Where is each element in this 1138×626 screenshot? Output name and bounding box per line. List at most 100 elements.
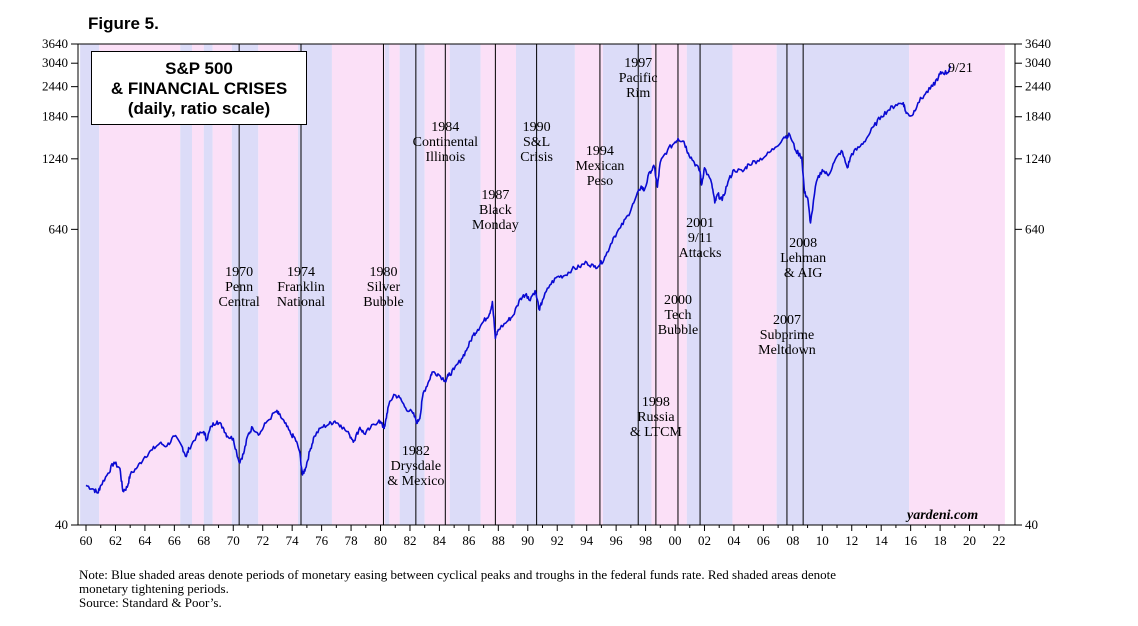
x-tick-label-11: 82 (403, 533, 416, 548)
band-easing-20 (686, 44, 733, 525)
figure-label: Figure 5. (88, 14, 159, 33)
event-label-line-11-1: 9/11 (688, 231, 712, 246)
y-tick-label-left-0: 40 (55, 517, 68, 532)
event-label-line-9-1: Russia (637, 410, 675, 425)
x-tick-label-29: 18 (934, 533, 947, 548)
x-tick-label-21: 02 (698, 533, 711, 548)
band-tightening-9 (331, 44, 385, 525)
x-tick-label-26: 12 (845, 533, 858, 548)
x-tick-label-16: 92 (551, 533, 564, 548)
event-label-line-6-2: Crisis (520, 150, 553, 165)
y-axis-left: 40 640 1240 1840 2440 3040 3640 (42, 36, 78, 532)
band-tightening-21 (732, 44, 777, 525)
event-label-line-7-1: Mexican (575, 159, 624, 174)
event-label-line-5-0: 1987 (481, 188, 509, 203)
event-label-line-7-2: Peso (587, 174, 613, 189)
x-tick-label-5: 70 (227, 533, 240, 548)
band-tightening-11 (389, 44, 400, 525)
x-tick-label-24: 08 (786, 533, 799, 548)
event-label-line-8-2: Rim (626, 86, 650, 101)
event-label-line-2-2: Bubble (363, 295, 403, 310)
chart-title-line-1: S&P 500 (165, 59, 233, 78)
y-tick-label-right-1: 640 (1025, 221, 1045, 236)
x-tick-label-19: 98 (639, 533, 652, 548)
y-tick-label-right-0: 40 (1025, 517, 1038, 532)
event-label-line-4-1: Continental (413, 135, 478, 150)
event-label-line-3-2: & Mexico (387, 474, 444, 489)
event-label-line-12-1: Subprime (760, 328, 814, 343)
x-tick-label-28: 16 (904, 533, 918, 548)
x-tick-label-22: 04 (727, 533, 741, 548)
event-label-line-8-0: 1997 (624, 56, 652, 71)
source-watermark: yardeni.com (905, 508, 978, 523)
event-label-line-11-0: 2001 (686, 216, 714, 231)
y-tick-label-left-6: 3640 (42, 36, 68, 51)
event-label-line-1-2: National (277, 295, 325, 310)
plot-frame (77, 43, 1016, 526)
band-easing-10 (384, 44, 390, 525)
y-tick-label-right-4: 2440 (1025, 79, 1051, 94)
y-tick-label-right-2: 1240 (1025, 151, 1051, 166)
x-tick-label-25: 10 (816, 533, 829, 548)
y-axis-right: 40 640 1240 1840 2440 3040 3640 (1015, 36, 1051, 532)
band-tightening-23 (909, 44, 1005, 525)
y-tick-label-left-5: 3040 (42, 55, 68, 70)
x-tick-label-1: 62 (109, 533, 122, 548)
event-label-line-13-1: Lehman (780, 251, 826, 266)
footnotes: Note: Blue shaded areas denote periods o… (79, 568, 1039, 610)
note-line-2: monetary tightening periods. (79, 581, 229, 596)
chart-title-line-2: & FINANCIAL CRISES (110, 79, 288, 98)
band-tightening-5 (212, 44, 232, 525)
x-tick-label-8: 76 (315, 533, 329, 548)
x-tick-label-27: 14 (875, 533, 889, 548)
band-easing-16 (515, 44, 575, 525)
event-label-line-6-0: 1990 (523, 120, 551, 135)
y-tick-label-left-1: 640 (49, 221, 69, 236)
x-tick-label-9: 78 (345, 533, 358, 548)
x-tick-label-12: 84 (433, 533, 447, 548)
x-tick-label-31: 22 (993, 533, 1006, 548)
event-label-line-0-1: Penn (225, 280, 253, 295)
band-easing-2 (180, 44, 193, 525)
event-label-line-10-1: Tech (664, 308, 691, 323)
event-label-line-2-1: Silver (367, 280, 401, 295)
event-label-line-6-1: S&L (523, 135, 550, 150)
event-label-line-13-2: & AIG (784, 266, 823, 281)
band-easing-12 (399, 44, 425, 525)
event-label-line-0-2: Central (219, 295, 260, 310)
x-tick-label-15: 90 (521, 533, 534, 548)
chart-title-box: S&P 500 & FINANCIAL CRISES (daily, ratio… (91, 51, 307, 125)
band-easing-4 (203, 44, 213, 525)
event-label-line-4-2: Illinois (425, 150, 465, 165)
x-tick-label-14: 88 (492, 533, 505, 548)
event-label-line-12-0: 2007 (773, 313, 801, 328)
last-date-label: 9/21 (948, 61, 973, 76)
event-annotations: 1970PennCentral1974FranklinNational1980S… (219, 56, 827, 489)
y-tick-label-left-4: 2440 (42, 79, 68, 94)
x-tick-label-17: 94 (580, 533, 594, 548)
event-label-line-4-0: 1984 (431, 120, 459, 135)
event-label-line-9-0: 1998 (642, 395, 670, 410)
x-tick-label-7: 74 (286, 533, 300, 548)
band-easing-22 (776, 44, 910, 525)
event-label-line-2-0: 1980 (369, 265, 397, 280)
x-tick-label-23: 06 (757, 533, 771, 548)
event-label-line-9-2: & LTCM (630, 425, 683, 440)
event-lines (238, 44, 804, 525)
band-tightening-15 (480, 44, 516, 525)
x-tick-label-30: 20 (963, 533, 976, 548)
event-label-line-13-0: 2008 (789, 236, 817, 251)
event-label-line-7-0: 1994 (586, 144, 614, 159)
event-label-line-5-2: Monday (472, 218, 519, 233)
